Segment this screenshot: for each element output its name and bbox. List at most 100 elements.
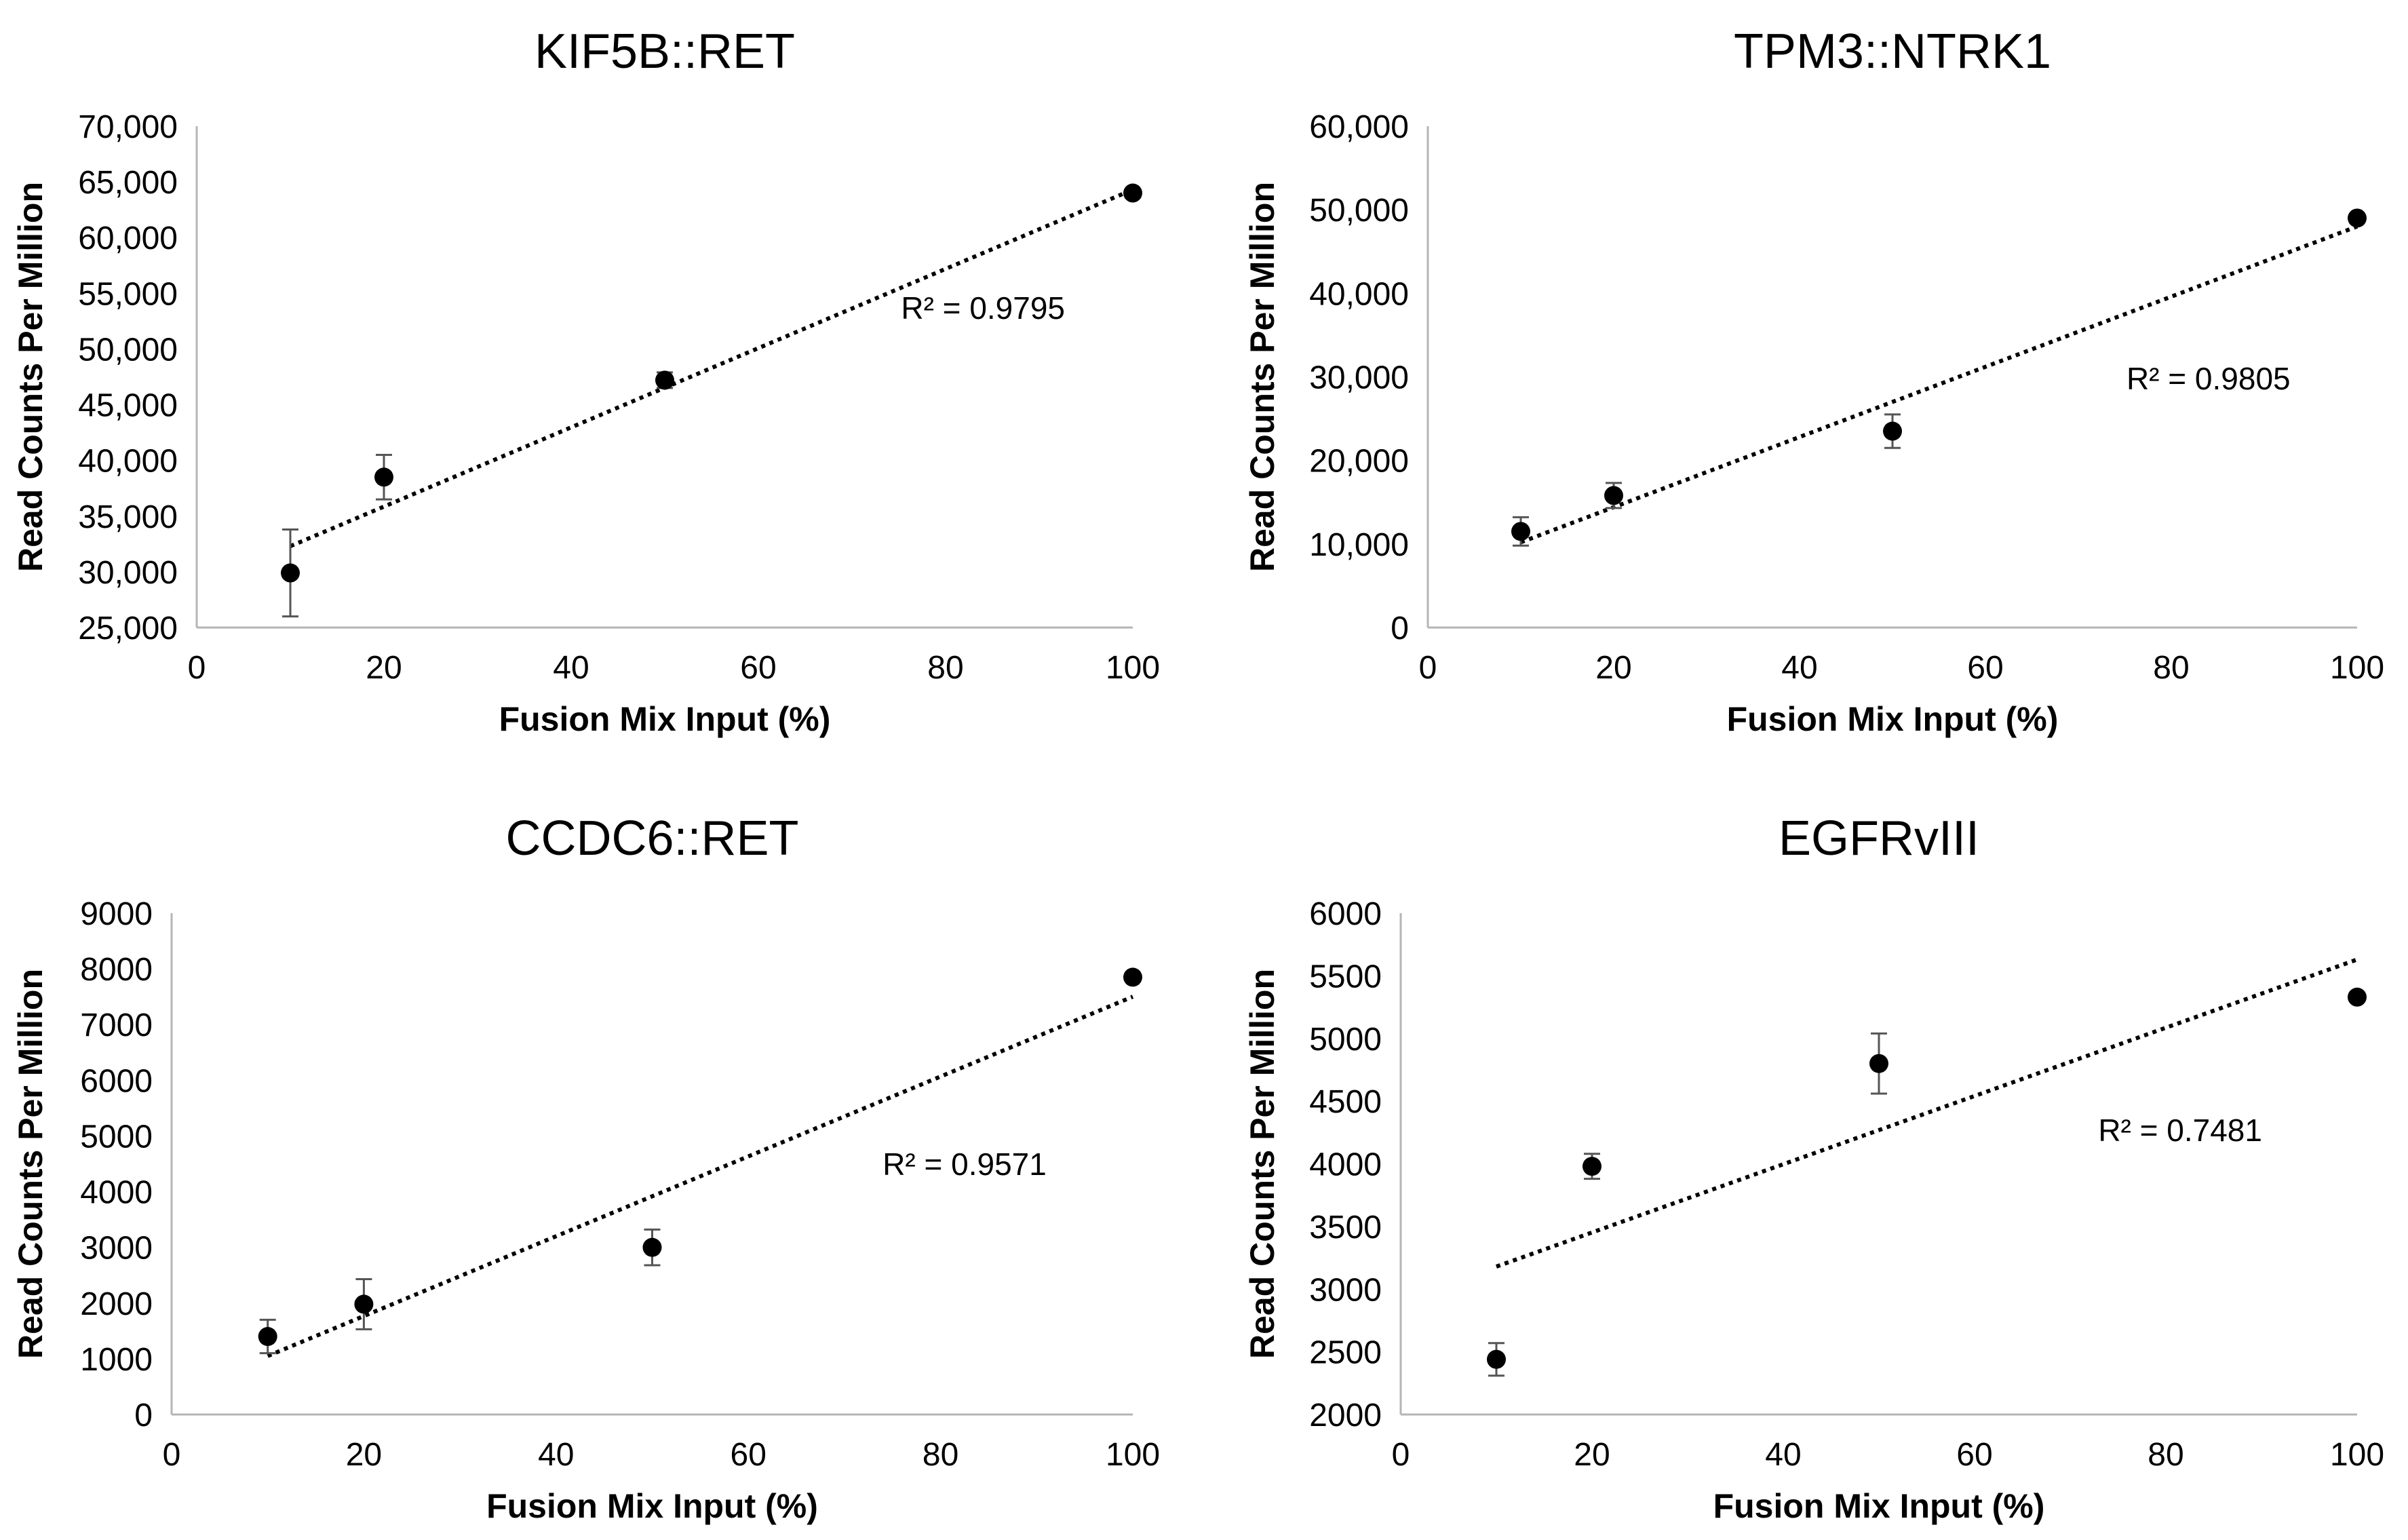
y-tick-label: 5500 bbox=[1309, 959, 1382, 995]
data-point bbox=[642, 1237, 662, 1257]
x-tick-label: 0 bbox=[1419, 650, 1437, 686]
x-tick-label: 20 bbox=[1574, 1437, 1610, 1473]
trendline bbox=[267, 995, 1134, 1358]
y-tick-label: 2000 bbox=[80, 1286, 153, 1322]
y-tick-label: 70,000 bbox=[78, 109, 178, 145]
y-axis-label: Read Counts Per Million bbox=[1243, 182, 1281, 572]
data-point bbox=[1869, 1054, 1888, 1073]
x-tick-label: 80 bbox=[923, 1437, 958, 1473]
x-tick-label: 100 bbox=[2330, 1437, 2384, 1473]
y-tick-label: 5000 bbox=[1309, 1022, 1382, 1058]
x-tick-label: 20 bbox=[346, 1437, 382, 1473]
y-tick-label: 8000 bbox=[80, 952, 153, 988]
x-axis-label: Fusion Mix Input (%) bbox=[1727, 700, 2059, 738]
y-tick-label: 6000 bbox=[80, 1063, 153, 1099]
y-tick-label: 35,000 bbox=[78, 499, 178, 535]
data-point bbox=[1511, 522, 1530, 541]
data-point bbox=[1123, 967, 1142, 987]
y-tick-label: 50,000 bbox=[1309, 193, 1409, 229]
y-tick-label: 60,000 bbox=[78, 220, 178, 256]
data-point bbox=[374, 467, 393, 487]
x-tick-label: 100 bbox=[2330, 650, 2384, 686]
chart-panel-egfrviii: EGFRvIII 2000 2500 3000 3500 4000 4500 5000 5500… bbox=[1243, 811, 2384, 1525]
chart-title: KIF5B::RET bbox=[535, 24, 795, 79]
data-point bbox=[258, 1327, 277, 1347]
y-tick-label: 3000 bbox=[1309, 1272, 1382, 1308]
data-point bbox=[1123, 183, 1142, 203]
y-tick-label: 3500 bbox=[1309, 1210, 1382, 1246]
x-tick-label: 60 bbox=[1967, 650, 2003, 686]
data-point bbox=[1604, 486, 1623, 505]
y-tick-label: 40,000 bbox=[1309, 276, 1409, 312]
y-tick-label: 50,000 bbox=[78, 332, 178, 368]
trendline bbox=[1495, 957, 2358, 1269]
data-point bbox=[281, 563, 300, 583]
r-squared-annotation: R² = 0.9795 bbox=[901, 290, 1065, 326]
y-tick-label: 4500 bbox=[1309, 1084, 1382, 1120]
y-tick-label: 4000 bbox=[1309, 1147, 1382, 1183]
data-point bbox=[2348, 208, 2367, 228]
y-tick-label: 45,000 bbox=[78, 388, 178, 424]
y-tick-label: 65,000 bbox=[78, 165, 178, 201]
x-tick-label: 0 bbox=[188, 650, 206, 686]
y-tick-label: 30,000 bbox=[1309, 360, 1409, 396]
trendline bbox=[289, 187, 1134, 548]
data-point bbox=[1883, 421, 1902, 441]
x-tick-label: 40 bbox=[1765, 1437, 1801, 1473]
y-tick-label: 60,000 bbox=[1309, 109, 1409, 145]
y-tick-label: 2500 bbox=[1309, 1335, 1382, 1371]
y-tick-label: 2000 bbox=[1309, 1398, 1382, 1433]
y-tick-label: 3000 bbox=[80, 1231, 153, 1267]
r-squared-annotation: R² = 0.7481 bbox=[2098, 1113, 2262, 1148]
x-tick-label: 60 bbox=[731, 1437, 766, 1473]
y-tick-label: 5000 bbox=[80, 1119, 153, 1155]
y-tick-label: 10,000 bbox=[1309, 527, 1409, 563]
x-tick-label: 40 bbox=[1781, 650, 1817, 686]
x-tick-label: 0 bbox=[163, 1437, 181, 1473]
y-tick-label: 25,000 bbox=[78, 611, 178, 647]
y-axis-label: Read Counts Per Million bbox=[12, 969, 50, 1359]
y-tick-label: 9000 bbox=[80, 896, 153, 932]
y-tick-label: 0 bbox=[1391, 611, 1409, 647]
y-tick-label: 7000 bbox=[80, 1007, 153, 1043]
x-tick-label: 100 bbox=[1106, 1437, 1160, 1473]
x-tick-label: 100 bbox=[1106, 650, 1160, 686]
x-tick-label: 80 bbox=[2148, 1437, 2183, 1473]
y-tick-label: 20,000 bbox=[1309, 444, 1409, 480]
chart-title: TPM3::NTRK1 bbox=[1734, 24, 2051, 79]
x-axis-label: Fusion Mix Input (%) bbox=[499, 700, 831, 738]
y-tick-label: 6000 bbox=[1309, 896, 1382, 932]
data-point bbox=[1487, 1349, 1506, 1369]
y-axis-label: Read Counts Per Million bbox=[12, 182, 50, 572]
r-squared-annotation: R² = 0.9571 bbox=[882, 1147, 1047, 1182]
x-tick-label: 20 bbox=[366, 650, 402, 686]
y-tick-label: 55,000 bbox=[78, 276, 178, 312]
y-axis-label: Read Counts Per Million bbox=[1243, 969, 1281, 1359]
x-axis-label: Fusion Mix Input (%) bbox=[1713, 1487, 2045, 1525]
data-point bbox=[2348, 987, 2367, 1007]
x-tick-label: 60 bbox=[1956, 1437, 1992, 1473]
y-tick-label: 0 bbox=[134, 1398, 153, 1433]
y-tick-label: 4000 bbox=[80, 1175, 153, 1211]
chart-panel-ccdc6-ret: CCDC6::RET010002000300040005000600070008… bbox=[12, 811, 1160, 1525]
y-tick-label: 1000 bbox=[80, 1342, 153, 1378]
x-tick-label: 0 bbox=[1392, 1437, 1410, 1473]
x-tick-label: 80 bbox=[2153, 650, 2189, 686]
chart-title: CCDC6::RET bbox=[505, 811, 798, 866]
x-tick-label: 40 bbox=[553, 650, 589, 686]
chart-title: EGFRvIII bbox=[1779, 811, 1979, 866]
r-squared-annotation: R² = 0.9805 bbox=[2127, 361, 2291, 396]
x-tick-label: 60 bbox=[740, 650, 776, 686]
y-tick-label: 40,000 bbox=[78, 444, 178, 480]
x-tick-label: 80 bbox=[927, 650, 963, 686]
x-tick-label: 20 bbox=[1595, 650, 1631, 686]
data-point bbox=[655, 370, 674, 390]
x-axis-label: Fusion Mix Input (%) bbox=[486, 1487, 818, 1525]
data-point bbox=[354, 1294, 374, 1314]
data-point bbox=[1582, 1157, 1601, 1176]
x-tick-label: 40 bbox=[538, 1437, 574, 1473]
y-tick-label: 30,000 bbox=[78, 555, 178, 591]
